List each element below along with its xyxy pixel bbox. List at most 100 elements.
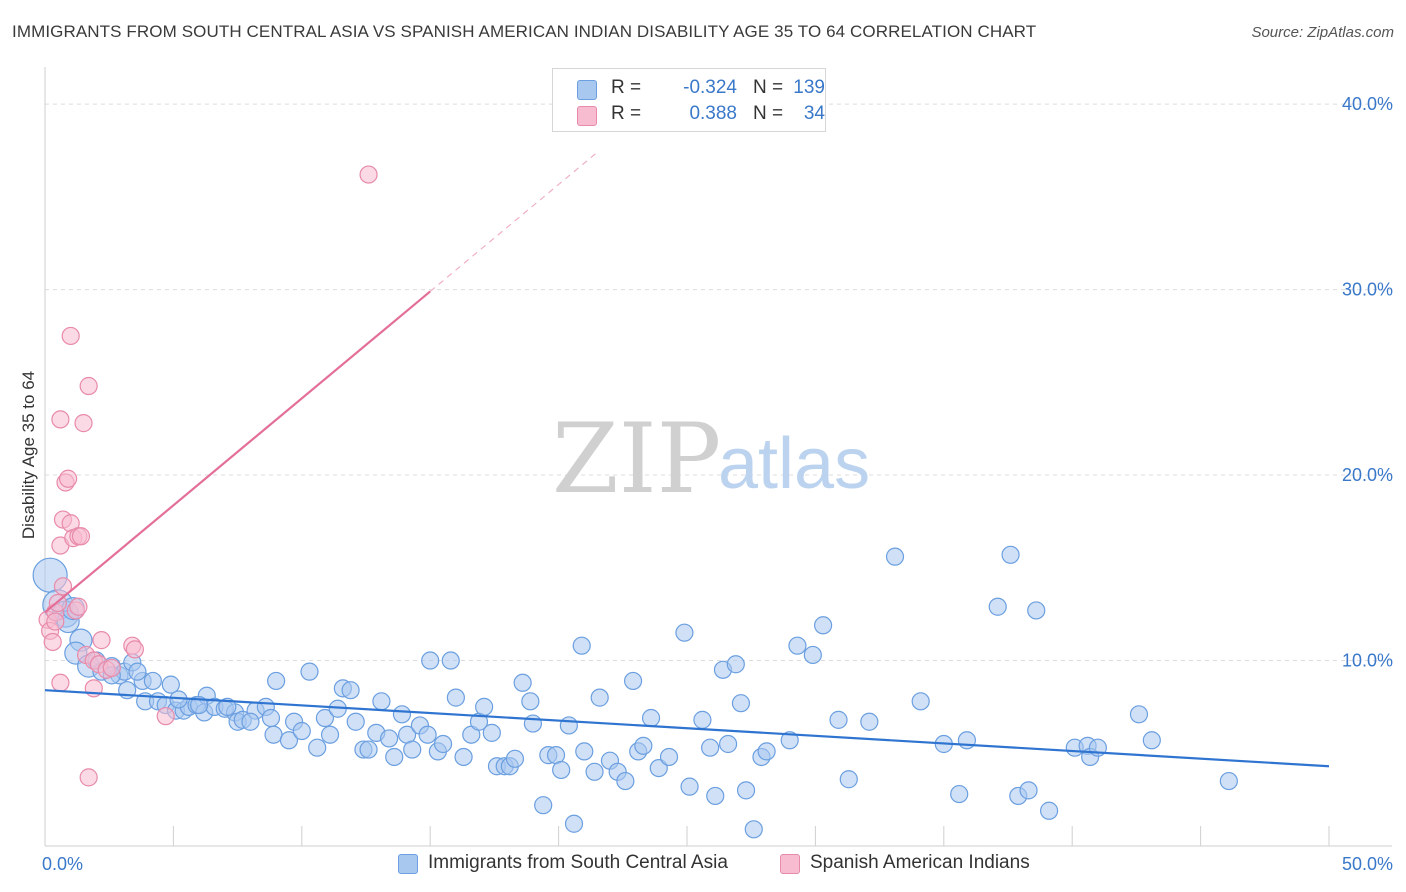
data-point [102,658,121,678]
data-point [43,632,62,652]
data-point [675,623,694,642]
x-tick-labels: 0.0% 50.0% [42,854,1393,874]
legend-n-label: N = [753,103,784,124]
legend-n-value: 139 [793,77,825,98]
data-point [885,547,905,566]
data-point [706,786,725,806]
data-point [505,749,525,768]
watermark-zip: ZIP [552,403,721,515]
data-point [693,710,712,729]
data-point [803,645,822,665]
data-point [320,725,340,744]
data-point [988,597,1007,616]
data-point [590,688,609,707]
legend-swatch-blue [577,80,597,100]
data-point [534,796,553,815]
series-immigrants-points [32,545,1238,839]
trend-line-immigrants [44,689,1330,768]
data-point [380,729,399,748]
data-point [572,636,591,655]
data-point [59,469,78,488]
data-point [559,716,578,735]
data-point [523,714,543,733]
data-point [267,671,286,691]
data-point [189,695,209,715]
data-point [128,662,147,681]
data-point [757,742,776,761]
data-point [372,692,391,711]
chart-source: Source: ZipAtlas.com [1251,24,1394,41]
trend-line-spanish-american-indians [44,290,431,614]
data-point [454,747,473,767]
data-point [143,671,162,691]
data-point [346,712,365,731]
data-point [829,710,848,729]
data-point [1027,601,1046,620]
data-point [860,712,879,731]
data-point [341,681,360,700]
data-point [641,708,661,728]
data-point [359,740,378,759]
data-point [421,651,440,670]
data-point [482,723,501,742]
series-spanish-american-indians-points [38,165,378,787]
data-point [433,734,453,754]
axes [44,67,1392,847]
data-point [79,376,98,396]
data-point [53,577,73,596]
chart-title: IMMIGRANTS FROM SOUTH CENTRAL ASIA VS SP… [12,22,1037,41]
data-point [521,692,540,711]
legend-r-label: R = [611,77,642,98]
y-axis-label: Disability Age 35 to 64 [19,371,38,539]
data-point [161,675,180,694]
data-point [788,636,807,655]
data-point [552,760,571,780]
data-point [585,762,604,781]
bottom-legend-label: Immigrants from South Central Asia [428,852,728,873]
data-point [359,165,378,184]
data-point [1019,781,1038,800]
data-point [911,692,930,711]
data-point [279,731,299,750]
data-point [701,738,720,757]
y-tick-label: 20.0% [1342,465,1393,485]
y-tick-label: 10.0% [1342,651,1393,671]
data-point [839,770,858,789]
data-point [92,631,111,650]
legend-r-value: 0.388 [689,103,737,124]
data-point [1142,731,1161,750]
x-tick-label: 0.0% [42,854,83,874]
watermark-atlas: atlas [718,424,870,504]
data-point [1219,771,1238,791]
data-point [71,527,91,546]
legend-r-label: R = [611,103,642,124]
data-point [156,707,175,726]
data-point [264,725,283,744]
legend-r-value: -0.324 [683,77,737,98]
legend-n-label: N = [753,77,784,98]
data-point [403,740,422,759]
legend-n-value: 34 [803,103,825,124]
legend-swatch-pink [577,106,597,126]
data-point [385,747,404,767]
y-tick-labels: 10.0% 20.0% 30.0% 40.0% [1342,94,1393,670]
data-point [392,705,412,724]
data-point [1001,545,1020,564]
data-point [79,768,98,787]
data-point [218,697,237,716]
data-point [51,410,70,429]
bottom-legend-label: Spanish American Indians [810,852,1030,873]
data-point [1129,705,1149,724]
data-point [718,734,738,754]
data-point [726,655,745,674]
bottom-legend-swatch-pink [780,854,800,874]
data-point [46,612,65,631]
data-point [61,326,80,346]
data-point [513,673,532,692]
data-point [736,781,756,800]
data-point [1039,801,1059,820]
data-point [446,688,465,707]
legend: R = -0.324 N = 139 R = 0.388 N = 34 [552,68,826,132]
data-point [623,671,643,691]
